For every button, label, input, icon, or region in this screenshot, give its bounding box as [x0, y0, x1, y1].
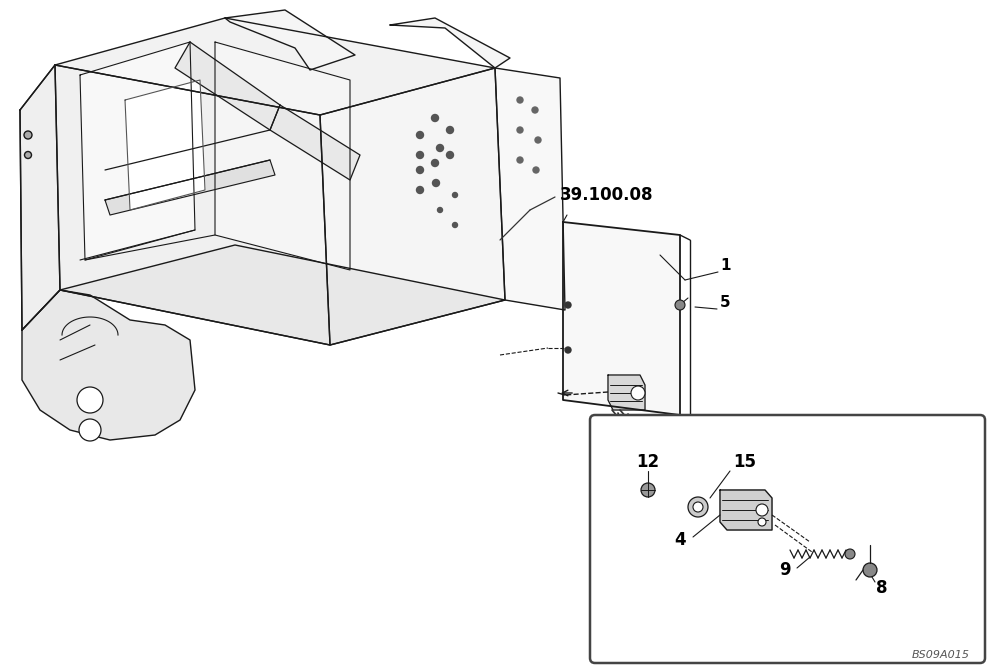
Circle shape — [77, 387, 103, 413]
Circle shape — [416, 187, 424, 194]
Circle shape — [79, 419, 101, 441]
Polygon shape — [125, 80, 205, 210]
Circle shape — [631, 386, 645, 400]
Circle shape — [517, 97, 523, 103]
Polygon shape — [563, 222, 680, 415]
Circle shape — [641, 483, 655, 497]
Text: 9: 9 — [779, 561, 791, 579]
Polygon shape — [175, 42, 280, 130]
Circle shape — [432, 114, 438, 122]
Polygon shape — [720, 490, 772, 530]
Polygon shape — [55, 65, 330, 345]
Text: 1: 1 — [720, 258, 730, 273]
Circle shape — [688, 497, 708, 517]
Polygon shape — [225, 10, 355, 70]
Circle shape — [532, 107, 538, 113]
Polygon shape — [495, 68, 565, 310]
Circle shape — [438, 208, 442, 212]
Circle shape — [565, 302, 571, 308]
Polygon shape — [105, 160, 275, 215]
Polygon shape — [60, 245, 505, 345]
Text: 5: 5 — [720, 295, 731, 310]
Circle shape — [446, 126, 454, 134]
Text: 12: 12 — [636, 453, 660, 471]
Polygon shape — [20, 65, 60, 330]
Circle shape — [24, 131, 32, 139]
Circle shape — [758, 518, 766, 526]
Text: 4: 4 — [674, 531, 686, 549]
FancyBboxPatch shape — [590, 415, 985, 663]
Polygon shape — [55, 18, 495, 115]
Circle shape — [446, 151, 454, 159]
Polygon shape — [608, 375, 645, 410]
Circle shape — [452, 192, 458, 198]
Circle shape — [416, 151, 424, 159]
Text: 8: 8 — [876, 579, 888, 597]
Polygon shape — [390, 18, 510, 68]
Circle shape — [432, 159, 438, 167]
Circle shape — [416, 167, 424, 173]
Circle shape — [436, 144, 444, 151]
Circle shape — [452, 222, 458, 228]
Circle shape — [565, 347, 571, 353]
Polygon shape — [22, 290, 195, 440]
Circle shape — [863, 563, 877, 577]
Circle shape — [517, 127, 523, 133]
Circle shape — [416, 132, 424, 138]
Circle shape — [535, 137, 541, 143]
Polygon shape — [270, 105, 360, 180]
Circle shape — [533, 167, 539, 173]
Circle shape — [675, 300, 685, 310]
Text: 15: 15 — [734, 453, 757, 471]
Text: BS09A015: BS09A015 — [912, 650, 970, 660]
Circle shape — [693, 502, 703, 512]
Circle shape — [24, 151, 32, 159]
Circle shape — [517, 157, 523, 163]
Circle shape — [756, 504, 768, 516]
Circle shape — [845, 549, 855, 559]
Polygon shape — [320, 68, 505, 345]
Circle shape — [432, 179, 440, 187]
Text: 39.100.08: 39.100.08 — [560, 186, 654, 204]
Polygon shape — [215, 42, 350, 270]
Polygon shape — [80, 42, 195, 260]
